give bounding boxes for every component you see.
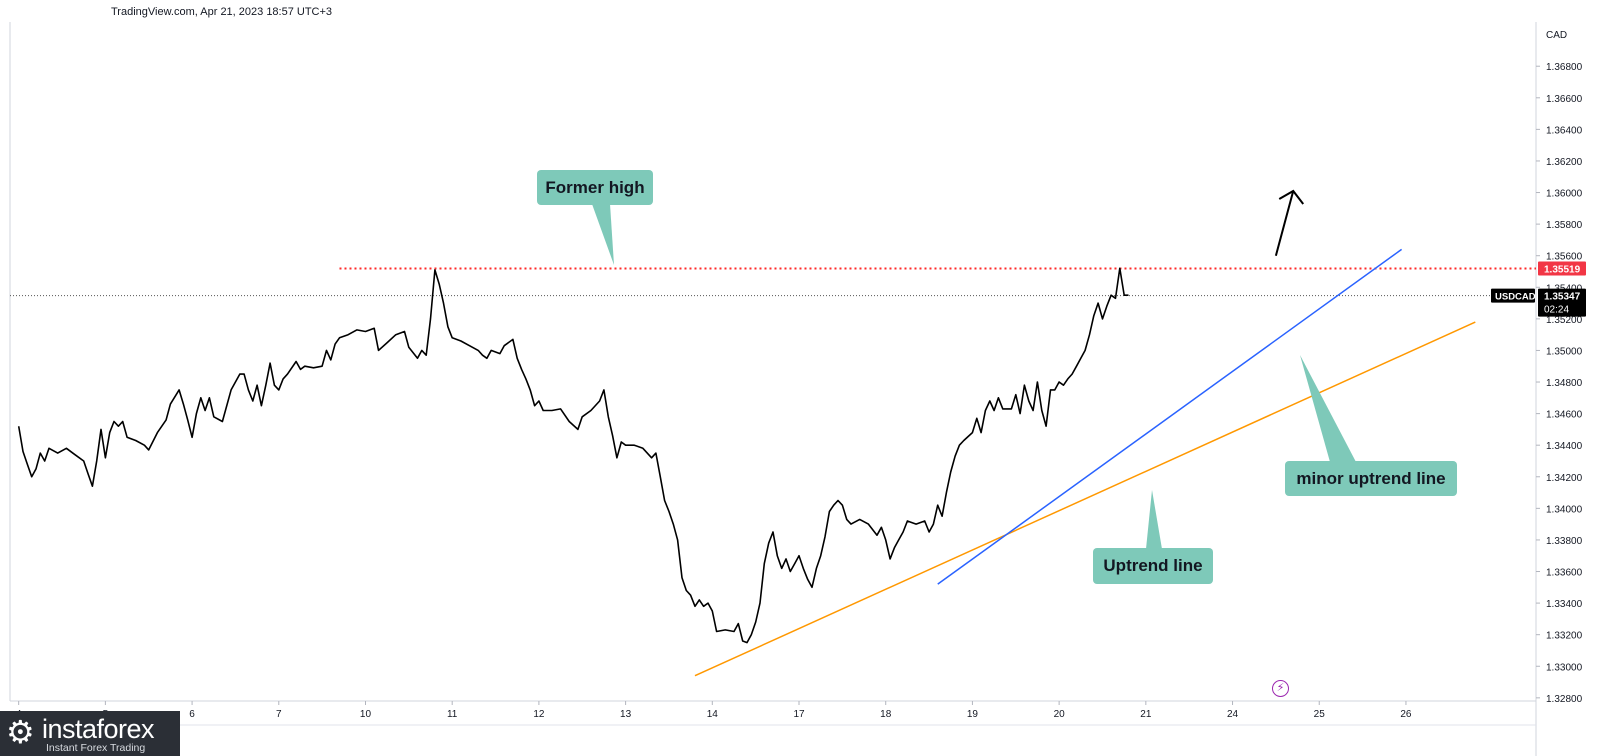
logo-brand: instaforex: [42, 714, 155, 744]
x-tick-label: 24: [1227, 709, 1239, 720]
x-tick-label: 17: [793, 709, 805, 720]
x-tick-label: 14: [707, 709, 719, 720]
y-tick-label: 1.35800: [1546, 220, 1583, 231]
up-arrow-shaft: [1274, 190, 1295, 256]
x-tick-label: 25: [1314, 709, 1326, 720]
instaforex-logo: ⚙ instaforex Instant Forex Trading: [0, 711, 180, 756]
y-tick-label: 1.33600: [1546, 568, 1583, 579]
logo-tagline: Instant Forex Trading: [46, 742, 146, 754]
symbol-box: [1491, 288, 1535, 303]
x-tick-label: 10: [360, 709, 372, 720]
chart-source-line: TradingView.com, Apr 21, 2023 18:57 UTC+…: [111, 6, 333, 18]
symbol-label: USDCAD: [1495, 292, 1536, 303]
callout-pointer-uptrend: [1146, 490, 1162, 549]
x-tick-label: 26: [1400, 709, 1412, 720]
y-tick-label: 1.33800: [1546, 536, 1583, 547]
callout-pointer-minor-uptrend: [1300, 355, 1356, 462]
x-tick-label: 20: [1054, 709, 1066, 720]
y-tick-label: 1.35200: [1546, 315, 1583, 326]
y-tick-label: 1.36000: [1546, 189, 1583, 200]
y-tick-label: 1.34200: [1546, 473, 1583, 484]
price-series-line: [17, 267, 1129, 644]
y-tick-label: 1.36800: [1546, 62, 1583, 73]
y-tick-label: 1.34600: [1546, 410, 1583, 421]
y-tick-label: 1.35600: [1546, 252, 1583, 263]
x-tick-label: 7: [276, 709, 282, 720]
x-tick-label: 18: [880, 709, 892, 720]
y-tick-label: 1.34400: [1546, 441, 1583, 452]
y-tick-label: 1.36600: [1546, 94, 1583, 105]
y-tick-label: 1.33400: [1546, 599, 1583, 610]
former-high-price-box: [1538, 261, 1586, 276]
x-tick-label: 19: [967, 709, 979, 720]
y-tick-label: 1.34000: [1546, 504, 1583, 515]
callout-pointer-former-high: [592, 204, 614, 265]
uptrend-line: [694, 321, 1476, 677]
y-tick-label: 1.33000: [1546, 662, 1583, 673]
x-tick-label: 13: [620, 709, 632, 720]
bar-countdown-label: 02:24: [1544, 305, 1569, 316]
current-price-label: 1.35347: [1544, 292, 1581, 303]
current-price-box: [1538, 288, 1586, 317]
lightning-icon[interactable]: ⚡: [1272, 680, 1289, 697]
callout-former-high: Former high: [537, 170, 653, 205]
y-tick-label: 1.32800: [1546, 694, 1583, 705]
y-tick-label: 1.33200: [1546, 631, 1583, 642]
gear-icon: ⚙: [6, 714, 35, 750]
up-arrow-head: [1278, 189, 1305, 205]
x-tick-label: 11: [447, 709, 458, 720]
axis-currency-label: CAD: [1546, 30, 1567, 41]
former-high-price-label: 1.35519: [1544, 264, 1581, 275]
y-tick-label: 1.34800: [1546, 378, 1583, 389]
y-tick-label: 1.36400: [1546, 125, 1583, 136]
callout-minor-uptrend-line: minor uptrend line: [1285, 461, 1457, 496]
x-tick-label: 21: [1140, 709, 1152, 720]
x-tick-label: 12: [533, 709, 545, 720]
callout-uptrend-line: Uptrend line: [1093, 548, 1213, 584]
minor-uptrend-line: [937, 248, 1403, 585]
x-tick-label: 6: [189, 709, 195, 720]
y-tick-label: 1.35000: [1546, 346, 1583, 357]
y-tick-label: 1.36200: [1546, 157, 1583, 168]
